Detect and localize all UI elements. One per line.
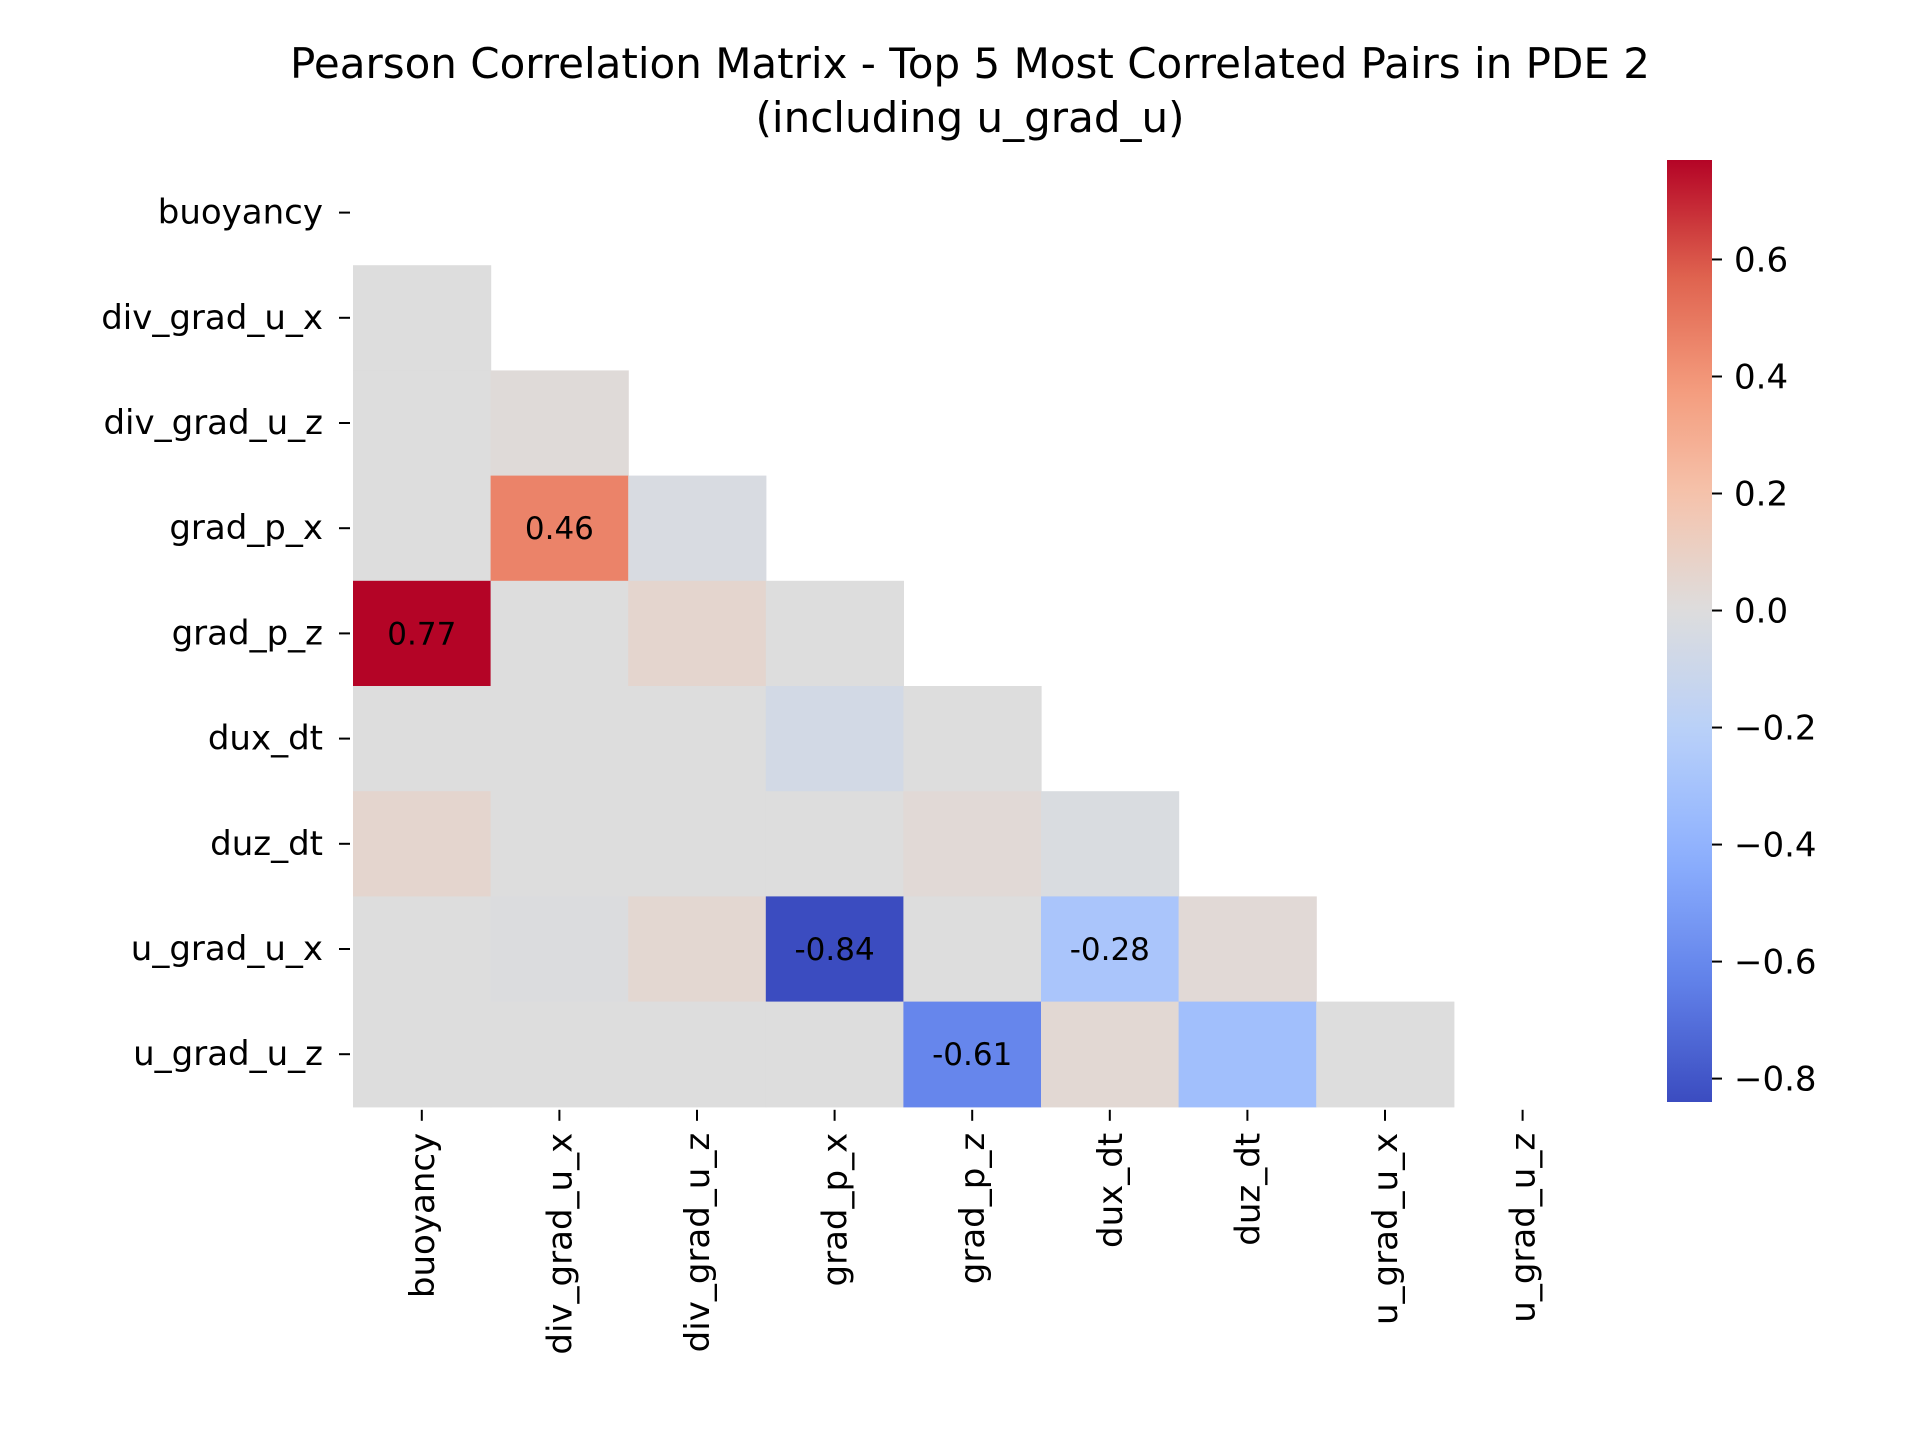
colorbar-tick-label: 0.4 [1734,357,1788,397]
heatmap-cell-u_grad_u_z-grad_p_z [903,1001,1042,1108]
colorbar-tick-label: 0.6 [1734,240,1788,280]
colorbar-tick-label: −0.2 [1734,709,1817,749]
cell-annotation-grad_p_z-buoyancy: 0.77 [387,616,456,652]
y-tick-label-div_grad_u_x: div_grad_u_x [101,298,323,338]
chart-title: Pearson Correlation Matrix - Top 5 Most … [290,39,1650,88]
heatmap-cell-div_grad_u_z-div_grad_u_x [490,370,629,477]
colorbar-tick-label: −0.6 [1734,943,1817,983]
heatmap-cell-u_grad_u_z-grad_p_x [765,1001,904,1108]
y-tick-label-grad_p_z: grad_p_z [172,613,323,653]
heatmap-cell-div_grad_u_x-buoyancy [353,265,492,371]
x-axis: buoyancy div_grad_u_x div_grad_u_z grad_p_x… [403,1109,1544,1355]
y-tick-label-dux_dt: dux_dt [208,719,323,759]
heatmap-cell-duz_dt-buoyancy [353,791,492,897]
heatmap-cell-grad_p_z-grad_p_x [765,580,904,687]
heatmap-cell-grad_p_x-div_grad_u_x [490,475,629,582]
x-tick-label-u_grad_u_z: u_grad_u_z [1504,1133,1544,1323]
heatmap-cell-u_grad_u_x-div_grad_u_z [628,896,767,1003]
x-tick-label-dux_dt: dux_dt [1091,1133,1131,1248]
heatmap-cells [353,265,1455,1108]
colorbar: 0.6 0.4 0.2 0.0 −0.2 −0.4 −0.6 −0.8 [1667,160,1817,1102]
y-tick-label-duz_dt: duz_dt [210,824,323,864]
heatmap-cell-dux_dt-grad_p_x [765,686,904,792]
heatmap-cell-u_grad_u_z-div_grad_u_z [628,1001,767,1108]
colorbar-tick-label: −0.4 [1734,826,1817,866]
heatmap-cell-duz_dt-grad_p_x [765,791,904,897]
heatmap-cell-grad_p_x-buoyancy [353,475,492,582]
colorbar-gradient [1667,160,1712,1102]
heatmap-cell-u_grad_u_z-duz_dt [1178,1001,1317,1108]
x-tick-label-u_grad_u_x: u_grad_u_x [1366,1133,1406,1325]
cell-annotation-grad_p_x-div_grad_u_x: 0.46 [525,511,594,547]
heatmap-cell-u_grad_u_z-dux_dt [1041,1001,1180,1108]
heatmap-cell-dux_dt-div_grad_u_x [490,686,629,792]
y-tick-label-buoyancy: buoyancy [158,193,323,233]
x-tick-label-grad_p_x: grad_p_x [816,1133,856,1287]
x-tick-label-grad_p_z: grad_p_z [953,1133,993,1284]
chart-subtitle: (including u_grad_u) [756,93,1185,142]
colorbar-tick-label: 0.0 [1734,592,1788,632]
y-axis: buoyancy div_grad_u_x div_grad_u_z grad_p_x… [101,193,350,1074]
heatmap-cell-grad_p_z-div_grad_u_x [490,580,629,687]
heatmap-cell-u_grad_u_x-div_grad_u_x [490,896,629,1003]
heatmap-annotations: 0.46 0.77 -0.84 -0.28 -0.61 [387,511,1150,1073]
y-tick-label-grad_p_x: grad_p_x [169,508,323,548]
heatmap-cell-grad_p_z-div_grad_u_z [628,580,767,687]
x-tick-label-div_grad_u_z: div_grad_u_z [678,1133,718,1353]
heatmap-cell-u_grad_u_x-duz_dt [1178,896,1317,1003]
y-tick-label-div_grad_u_z: div_grad_u_z [103,403,323,443]
heatmap-cell-u_grad_u_x-grad_p_x [765,896,904,1003]
y-tick-label-u_grad_u_x: u_grad_u_x [131,929,323,969]
heatmap-cell-duz_dt-grad_p_z [903,791,1042,897]
heatmap-cell-u_grad_u_z-buoyancy [353,1001,492,1108]
heatmap-cell-dux_dt-buoyancy [353,686,492,792]
heatmap-cell-duz_dt-div_grad_u_z [628,791,767,897]
heatmap-cell-u_grad_u_x-dux_dt [1041,896,1180,1003]
heatmap-cell-u_grad_u_x-buoyancy [353,896,492,1003]
y-tick-label-u_grad_u_z: u_grad_u_z [133,1034,323,1074]
heatmap-cell-duz_dt-div_grad_u_x [490,791,629,897]
x-tick-label-duz_dt: duz_dt [1228,1133,1268,1246]
heatmap-cell-u_grad_u_x-grad_p_z [903,896,1042,1003]
heatmap-cell-u_grad_u_z-div_grad_u_x [490,1001,629,1108]
heatmap-cell-grad_p_z-buoyancy [353,580,492,687]
colorbar-tick-label: −0.8 [1734,1060,1817,1100]
cell-annotation-u_grad_u_x-dux_dt: -0.28 [1070,932,1150,968]
colorbar-tick-label: 0.2 [1734,475,1788,515]
heatmap-cell-duz_dt-dux_dt [1041,791,1180,897]
heatmap-cell-grad_p_x-div_grad_u_z [628,475,767,582]
heatmap-cell-dux_dt-div_grad_u_z [628,686,767,792]
x-tick-label-buoyancy: buoyancy [403,1133,443,1298]
heatmap-cell-div_grad_u_z-buoyancy [353,370,492,477]
cell-annotation-u_grad_u_x-grad_p_x: -0.84 [794,932,874,968]
heatmap-cell-dux_dt-grad_p_z [903,686,1042,792]
x-tick-label-div_grad_u_x: div_grad_u_x [540,1133,580,1355]
cell-annotation-u_grad_u_z-grad_p_z: -0.61 [932,1037,1012,1073]
heatmap-cell-u_grad_u_z-u_grad_u_x [1316,1001,1455,1108]
